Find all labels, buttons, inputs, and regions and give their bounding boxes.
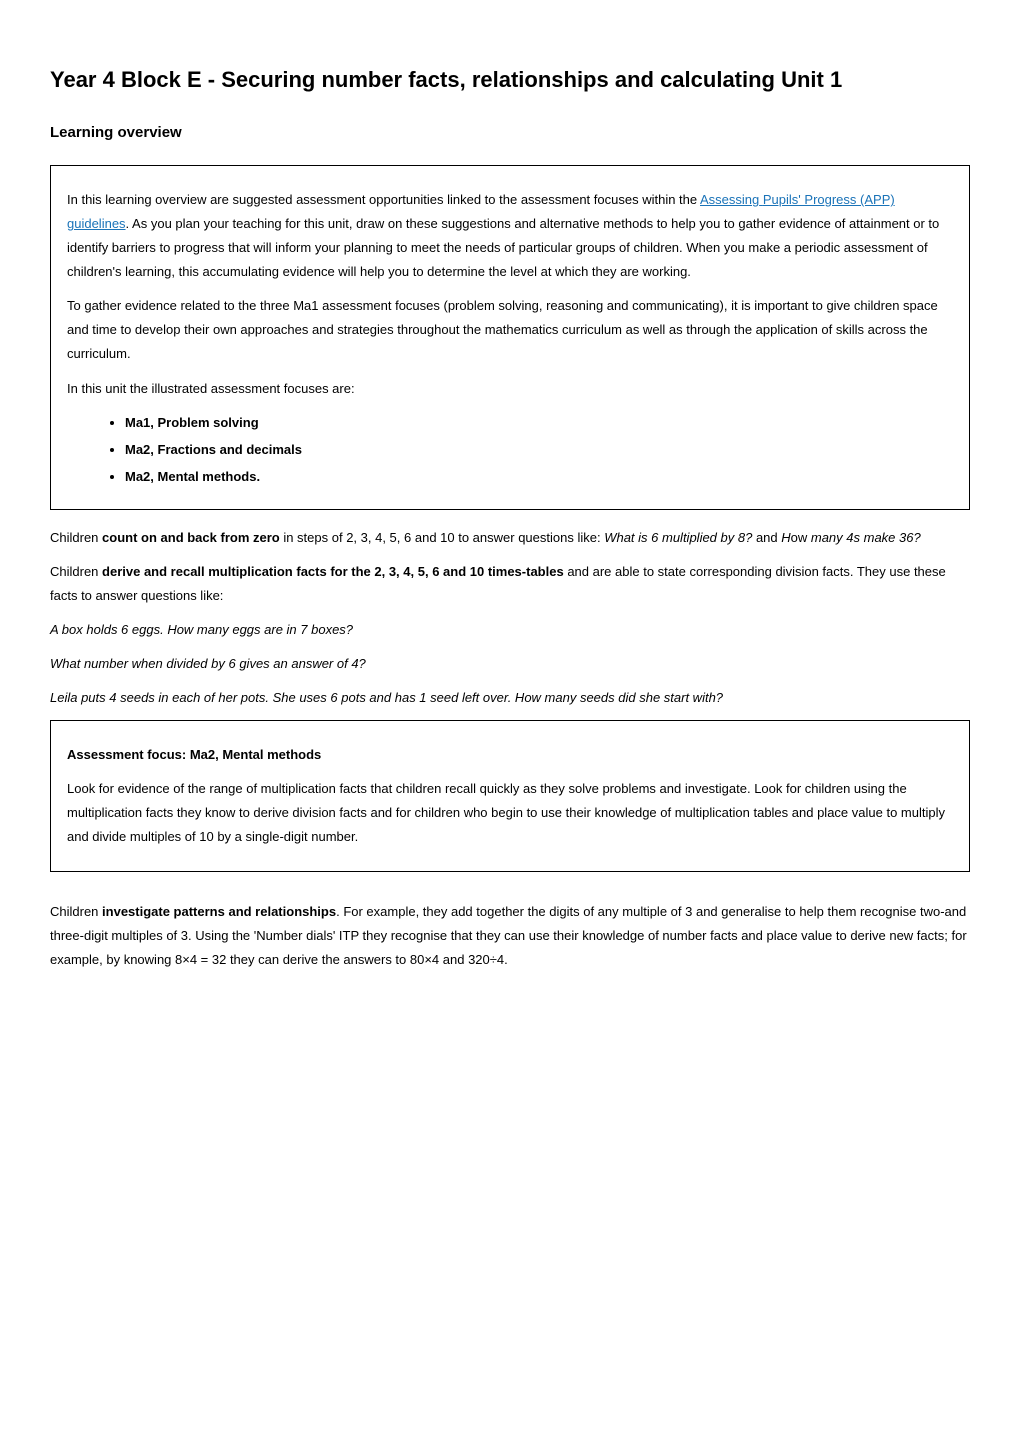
- section-heading: Learning overview: [50, 119, 970, 147]
- overview-para-3: In this unit the illustrated assessment …: [67, 377, 953, 401]
- page-title: Year 4 Block E - Securing number facts, …: [50, 65, 970, 95]
- investigate-patterns-para: Children investigate patterns and relati…: [50, 900, 970, 972]
- assessment-focus-heading: Assessment focus: Ma2, Mental methods: [67, 743, 953, 767]
- text-fragment: . As you plan your teaching for this uni…: [67, 216, 939, 279]
- list-item: Ma1, Problem solving: [125, 411, 953, 435]
- assessment-focus-list: Ma1, Problem solving Ma2, Fractions and …: [67, 411, 953, 489]
- example-question-2: What number when divided by 6 gives an a…: [50, 652, 970, 676]
- count-on-back-para: Children count on and back from zero in …: [50, 526, 970, 550]
- overview-para-2: To gather evidence related to the three …: [67, 294, 953, 366]
- example-question-1: A box holds 6 eggs. How many eggs are in…: [50, 618, 970, 642]
- overview-para-1: In this learning overview are suggested …: [67, 188, 953, 284]
- assessment-focus-box: Assessment focus: Ma2, Mental methods Lo…: [50, 720, 970, 872]
- text-fragment: In this learning overview are suggested …: [67, 192, 700, 207]
- list-item: Ma2, Mental methods.: [125, 465, 953, 489]
- assessment-focus-body: Look for evidence of the range of multip…: [67, 777, 953, 849]
- overview-box: In this learning overview are suggested …: [50, 165, 970, 510]
- list-item: Ma2, Fractions and decimals: [125, 438, 953, 462]
- derive-recall-para: Children derive and recall multiplicatio…: [50, 560, 970, 608]
- example-question-3: Leila puts 4 seeds in each of her pots. …: [50, 686, 970, 710]
